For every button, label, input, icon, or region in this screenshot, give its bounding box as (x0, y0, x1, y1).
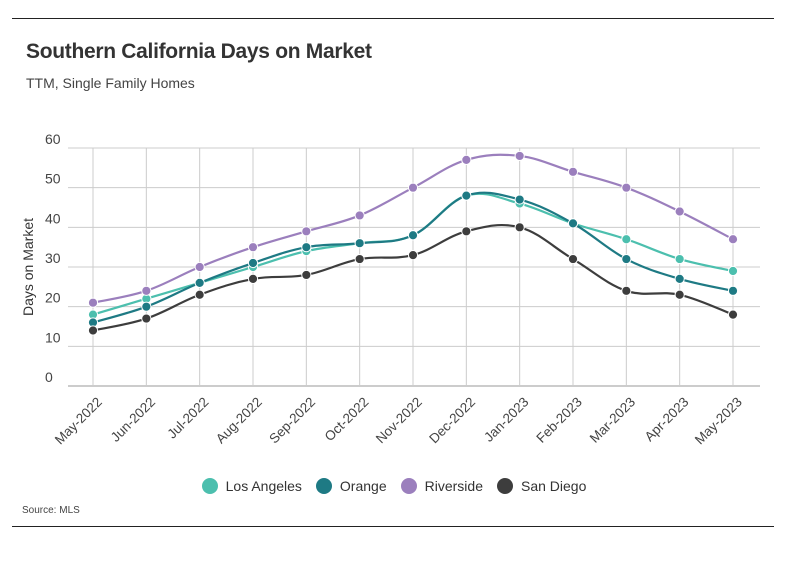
data-point-orange (674, 273, 685, 284)
x-tick-label: May-2022 (52, 394, 105, 447)
legend-item-riverside: Riverside (400, 478, 483, 494)
data-point-orange (301, 242, 312, 253)
data-point-riverside (461, 154, 472, 165)
x-tick-label: Sep-2022 (266, 394, 318, 446)
data-point-los-angeles (727, 265, 739, 277)
bottom-rule (12, 526, 774, 527)
data-point-san-diego (514, 222, 525, 233)
data-point-san-diego (567, 253, 579, 265)
data-point-orange (567, 218, 579, 229)
data-point-san-diego (354, 253, 365, 265)
legend-swatch-orange (315, 478, 332, 494)
data-point-riverside (194, 261, 205, 273)
data-point-san-diego (87, 325, 99, 336)
x-tick-label: Nov-2022 (373, 394, 425, 446)
data-point-los-angeles (621, 234, 632, 245)
y-tick-label: 30 (45, 250, 61, 266)
data-point-riverside (354, 210, 365, 221)
chart-subtitle: TTM, Single Family Homes (26, 75, 195, 91)
legend-label-los-angeles: Los Angeles (225, 478, 302, 494)
data-point-riverside (301, 226, 312, 237)
data-point-orange (247, 257, 259, 269)
x-tick-label: Apr-2023 (642, 394, 692, 444)
y-axis-label: Days on Market (20, 218, 36, 316)
data-point-orange (621, 253, 632, 265)
data-point-san-diego (621, 285, 632, 296)
x-tick-label: Mar-2023 (587, 394, 638, 445)
data-point-orange (407, 230, 419, 241)
data-point-riverside (514, 150, 525, 162)
x-tick-label: May-2023 (692, 394, 745, 447)
y-tick-label: 40 (45, 210, 61, 226)
legend-label-orange: Orange (339, 478, 387, 494)
x-tick-label: Jul-2022 (164, 394, 211, 441)
data-point-los-angeles (674, 253, 685, 265)
data-point-orange (461, 190, 472, 201)
data-point-riverside (407, 182, 419, 193)
data-point-orange (354, 238, 365, 249)
data-point-riverside (567, 166, 579, 177)
chart-title: Southern California Days on Market (26, 40, 372, 63)
data-point-san-diego (461, 226, 472, 237)
legend-label-san-diego: San Diego (520, 478, 587, 494)
legend-item-san-diego: San Diego (496, 478, 587, 494)
x-tick-label: Jun-2022 (108, 394, 158, 444)
source-note: Source: MLS (22, 505, 80, 516)
data-point-san-diego (727, 309, 739, 320)
data-point-san-diego (301, 269, 312, 281)
line-chart: 0 10 20 30 40 50 60 May-2022 Jun-2022 Jul-2022 Aug… (20, 131, 760, 447)
data-point-orange (141, 301, 152, 312)
data-point-riverside (727, 234, 739, 245)
y-tick-label: 60 (45, 131, 61, 147)
x-tick-label: Jan-2023 (481, 394, 531, 444)
y-tick-label: 50 (45, 171, 61, 187)
x-tick-label: Aug-2022 (213, 394, 265, 446)
legend-label-riverside: Riverside (424, 478, 483, 494)
y-tick-label: 10 (45, 329, 61, 345)
legend-swatch-riverside (400, 478, 417, 494)
data-point-orange (194, 277, 205, 288)
chart-legend: Los Angeles Orange Riverside San Diego (0, 478, 788, 494)
data-point-riverside (621, 182, 632, 193)
y-tick-label: 20 (45, 290, 61, 306)
legend-item-los-angeles: Los Angeles (201, 478, 302, 494)
top-rule (12, 18, 774, 19)
data-point-riverside (141, 285, 152, 296)
data-point-riverside (247, 242, 259, 253)
data-point-san-diego (194, 289, 205, 300)
x-tick-label: Feb-2023 (533, 394, 584, 445)
data-point-riverside (674, 206, 685, 217)
data-point-orange (727, 285, 739, 296)
legend-swatch-los-angeles (201, 478, 218, 494)
legend-item-orange: Orange (315, 478, 387, 494)
data-point-san-diego (247, 273, 259, 284)
x-tick-label: Oct-2022 (322, 394, 372, 444)
legend-swatch-san-diego (496, 478, 513, 494)
y-tick-label: 0 (45, 369, 53, 385)
data-point-san-diego (674, 289, 685, 300)
x-tick-label: Dec-2022 (426, 394, 478, 446)
data-point-san-diego (141, 313, 152, 324)
data-point-riverside (87, 297, 99, 308)
data-point-san-diego (407, 250, 419, 261)
data-point-orange (514, 194, 525, 205)
